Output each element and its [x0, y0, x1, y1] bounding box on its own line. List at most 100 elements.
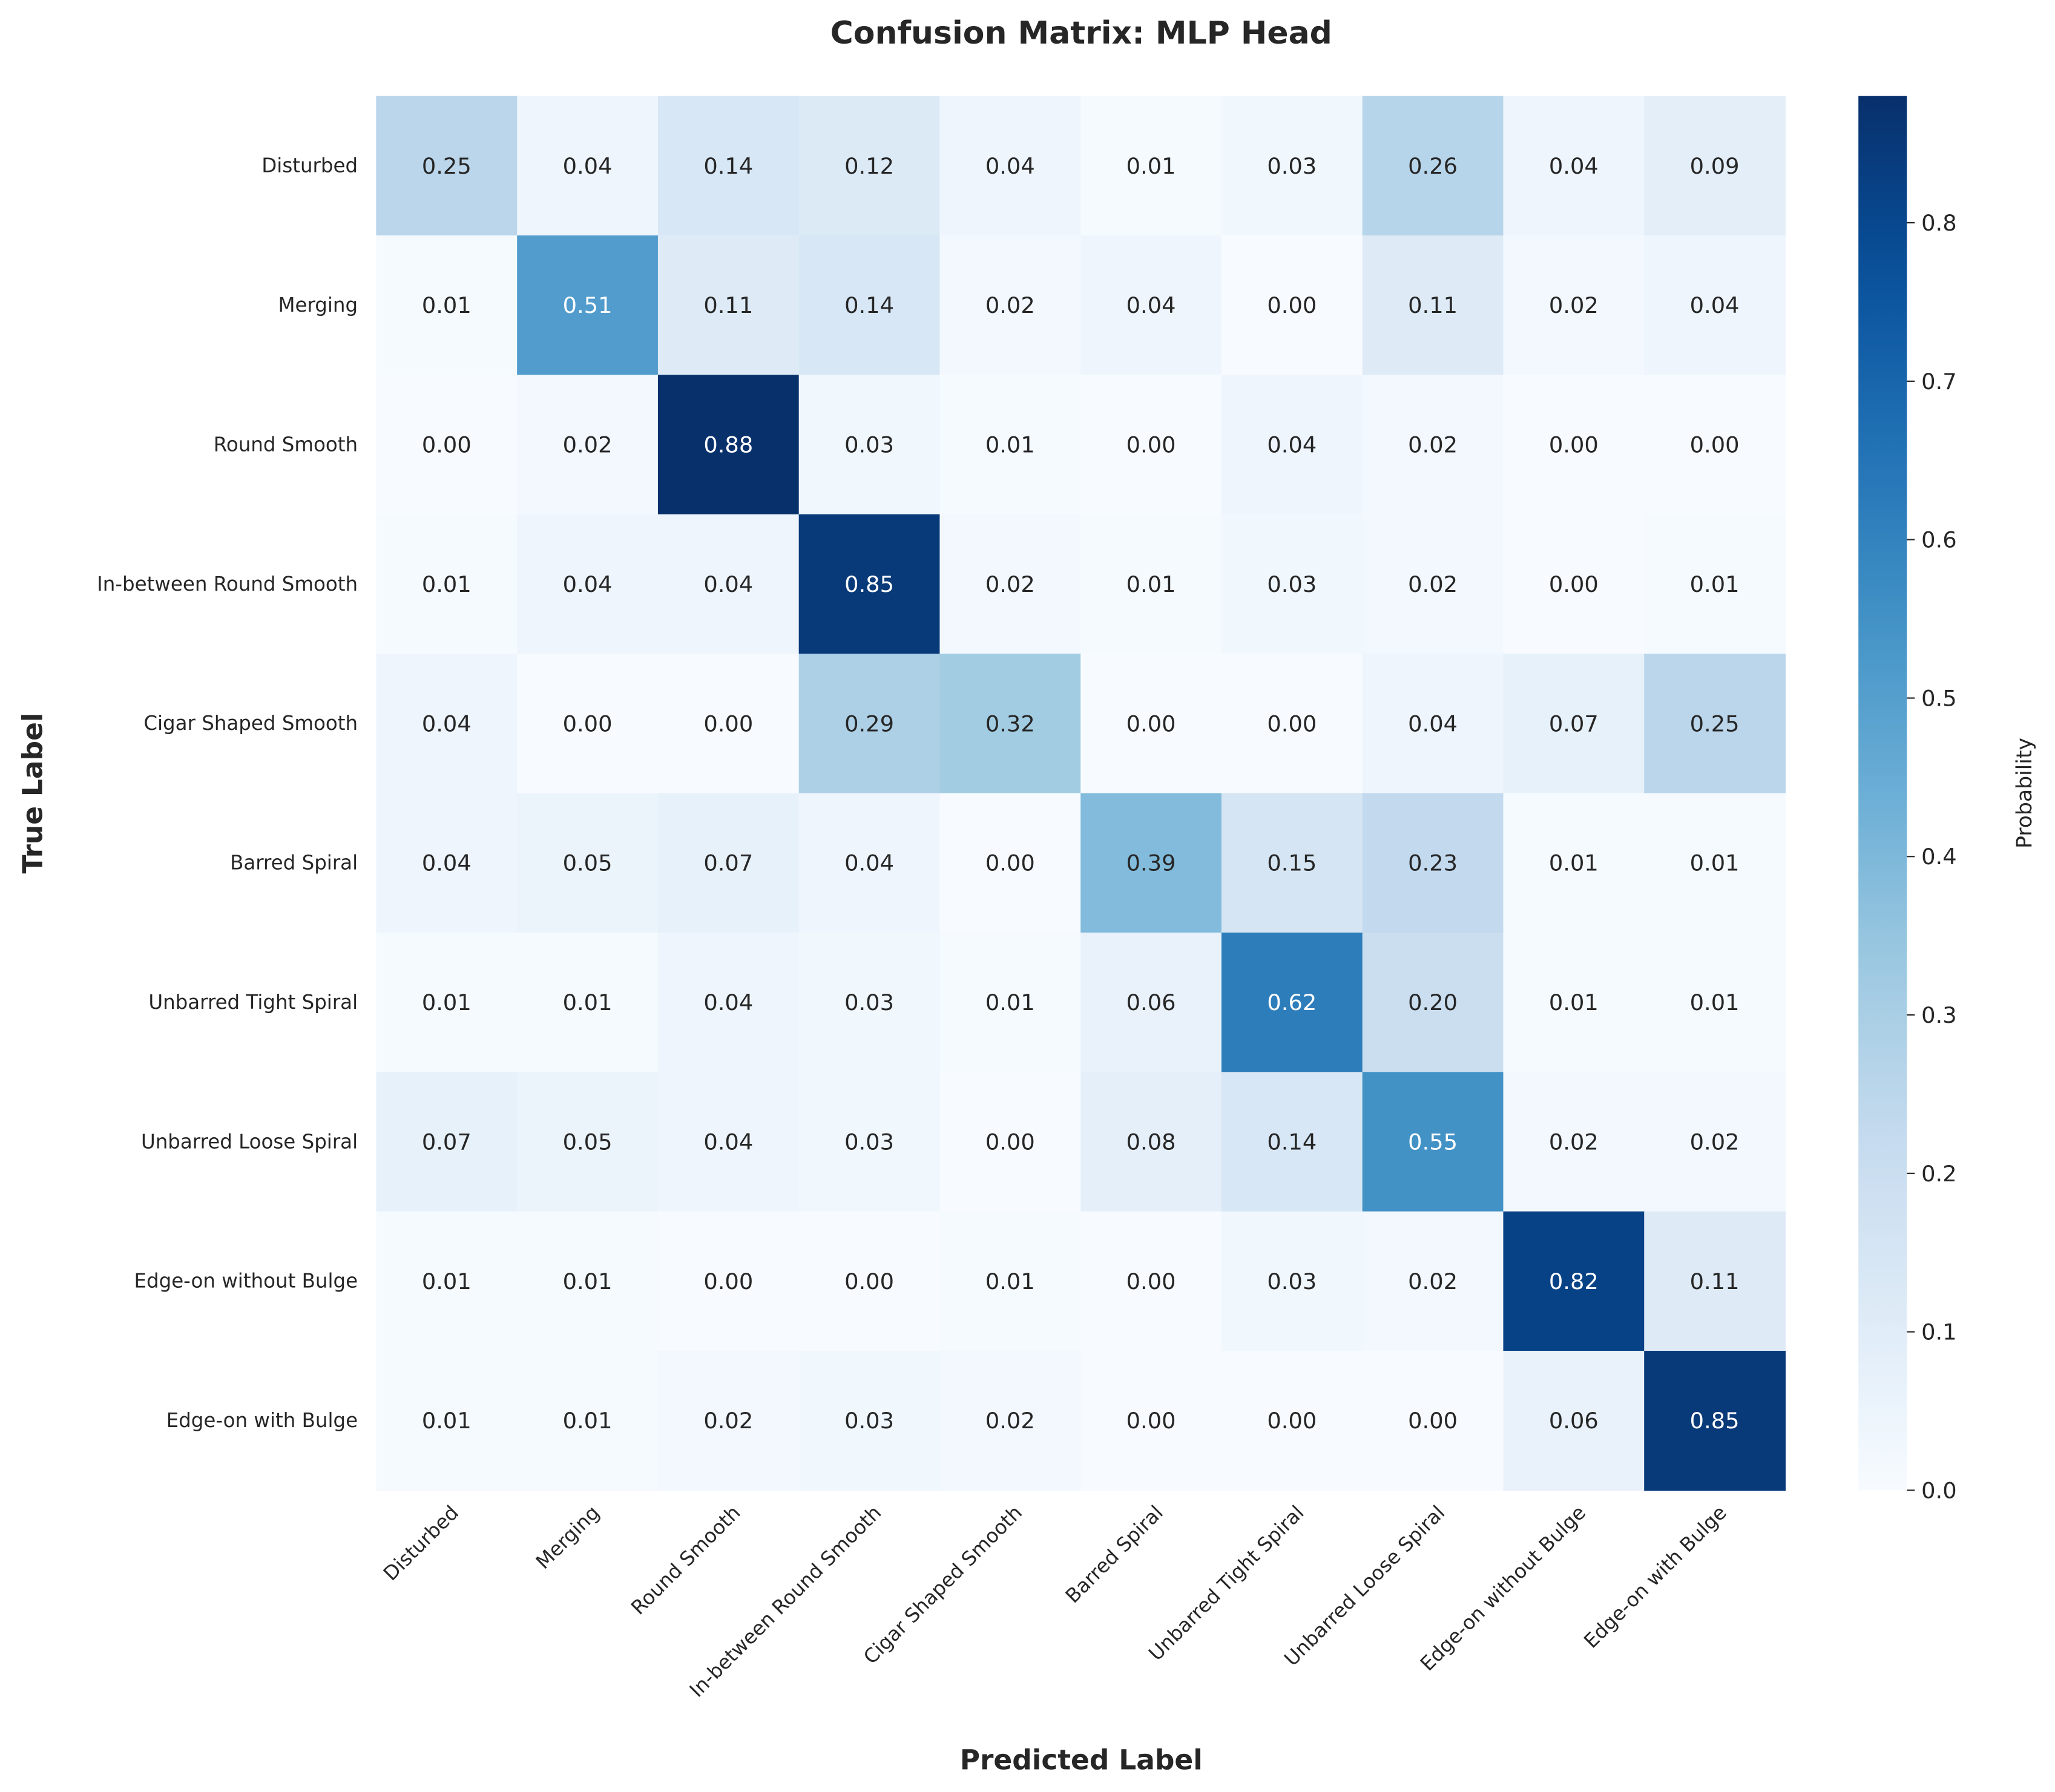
cell-value-label: 0.05	[563, 1129, 613, 1155]
cell-value-label: 0.04	[844, 850, 894, 876]
heatmap-cell	[376, 235, 518, 376]
cell-value-label: 0.07	[703, 850, 753, 876]
heatmap-cells: 0.25 0.04 0.14 0.12 0.04 0.01 0.03 0.26 0.04 0.09…	[376, 96, 1786, 1491]
heatmap-cell	[1644, 235, 1786, 376]
heatmap-cell	[1503, 1211, 1645, 1352]
heatmap-cell	[657, 1211, 800, 1352]
cell-value-label: 0.00	[422, 432, 472, 458]
heatmap-cell	[517, 1211, 659, 1352]
heatmap-cell	[1221, 235, 1363, 376]
heatmap-cell	[939, 514, 1082, 655]
heatmap-cell	[939, 375, 1082, 515]
heatmap-cell	[1221, 1351, 1363, 1491]
heatmap-cell	[376, 96, 518, 237]
cell-value-label: 0.03	[844, 1129, 894, 1155]
heatmap-cell	[939, 1072, 1082, 1212]
heatmap-cell	[376, 375, 518, 515]
heatmap-cell	[1362, 1351, 1504, 1491]
cell-value-label: 0.23	[1408, 850, 1458, 876]
y-tick-labels: Disturbed Merging Round Smooth In-between R…	[97, 154, 358, 1432]
cell-value-label: 0.04	[985, 153, 1035, 179]
cell-value-label: 0.82	[1549, 1269, 1599, 1295]
cell-value-label: 0.02	[563, 432, 613, 458]
heatmap-cell	[1362, 932, 1504, 1073]
cell-value-label: 0.00	[1126, 432, 1176, 458]
cell-value-label: 0.01	[985, 990, 1035, 1016]
heatmap-cell	[1503, 932, 1645, 1073]
y-axis-label: True Label	[16, 713, 48, 874]
x-tick-label: Round Smooth	[626, 1501, 745, 1619]
cell-value-label: 0.02	[703, 1408, 753, 1434]
heatmap-cell	[1080, 96, 1223, 237]
heatmap-cell	[1362, 235, 1504, 376]
colorbar-ticks: 0.0 0.1 0.2 0.3 0.4 0.5 0.6 0.7 0.8	[1907, 210, 1957, 1503]
heatmap-cell	[657, 654, 800, 794]
cell-value-label: 0.00	[703, 1269, 753, 1295]
cell-value-label: 0.00	[1549, 571, 1599, 597]
x-axis-label: Predicted Label	[960, 1744, 1203, 1776]
x-tick-label: Unbarred Tight Spiral	[1144, 1501, 1308, 1665]
cell-value-label: 0.03	[1267, 571, 1317, 597]
heatmap-cell	[376, 514, 518, 655]
cell-value-label: 0.01	[563, 1408, 613, 1434]
cell-value-label: 0.14	[1267, 1129, 1317, 1155]
x-tick-label: Disturbed	[379, 1501, 463, 1585]
y-tick-label: Round Smooth	[214, 433, 358, 456]
heatmap-cell	[1503, 654, 1645, 794]
heatmap-cell	[517, 1351, 659, 1491]
heatmap-cell	[939, 654, 1082, 794]
heatmap-cell	[1362, 375, 1504, 515]
heatmap-cell	[1644, 654, 1786, 794]
cell-value-label: 0.00	[985, 1129, 1035, 1155]
cell-value-label: 0.07	[1549, 711, 1599, 737]
colorbar-tick-label: 0.1	[1921, 1319, 1957, 1345]
cell-value-label: 0.04	[1267, 432, 1317, 458]
cell-value-label: 0.85	[844, 571, 894, 597]
cell-value-label: 0.02	[985, 1408, 1035, 1434]
heatmap-cell	[376, 1072, 518, 1212]
cell-value-label: 0.00	[1267, 711, 1317, 737]
cell-value-label: 0.25	[1690, 711, 1740, 737]
cell-value-label: 0.04	[422, 850, 472, 876]
heatmap-cell	[1644, 375, 1786, 515]
cell-value-label: 0.25	[422, 153, 472, 179]
colorbar-tick-label: 0.7	[1921, 369, 1957, 395]
heatmap-cell	[1503, 96, 1645, 237]
cell-value-label: 0.12	[844, 153, 894, 179]
x-tick-label: Barred Spiral	[1061, 1501, 1168, 1607]
heatmap-cell	[1503, 1072, 1645, 1212]
cell-value-label: 0.01	[422, 990, 472, 1016]
cell-value-label: 0.39	[1126, 850, 1176, 876]
heatmap-cell	[1080, 793, 1223, 933]
heatmap-cell	[657, 375, 800, 515]
heatmap-cell	[939, 1211, 1082, 1352]
x-tick-label: Unbarred Loose Spiral	[1280, 1501, 1449, 1670]
cell-value-label: 0.02	[1549, 292, 1599, 318]
cell-value-label: 0.05	[563, 850, 613, 876]
heatmap-cell	[1503, 793, 1645, 933]
heatmap-cell	[376, 1211, 518, 1352]
heatmap-cell	[657, 1072, 800, 1212]
y-tick-label: Edge-on with Bulge	[166, 1409, 358, 1432]
cell-value-label: 0.01	[422, 292, 472, 318]
heatmap-cell	[939, 793, 1082, 933]
heatmap-cell	[1080, 932, 1223, 1073]
cell-value-label: 0.85	[1690, 1408, 1740, 1434]
cell-value-label: 0.88	[703, 432, 753, 458]
cell-value-label: 0.01	[1690, 571, 1740, 597]
cell-value-label: 0.03	[844, 432, 894, 458]
cell-value-label: 0.55	[1408, 1129, 1458, 1155]
cell-value-label: 0.04	[703, 990, 753, 1016]
cell-value-label: 0.01	[985, 1269, 1035, 1295]
colorbar-tick-label: 0.8	[1921, 210, 1957, 236]
cell-value-label: 0.01	[1126, 153, 1176, 179]
cell-value-label: 0.02	[1408, 432, 1458, 458]
y-tick-label: Disturbed	[261, 154, 358, 177]
heatmap-cell	[1080, 235, 1223, 376]
heatmap-cell	[1362, 1072, 1504, 1212]
cell-value-label: 0.11	[1408, 292, 1458, 318]
heatmap-cell	[1080, 1211, 1223, 1352]
heatmap-cell	[1362, 96, 1504, 237]
cell-value-label: 0.00	[844, 1269, 894, 1295]
